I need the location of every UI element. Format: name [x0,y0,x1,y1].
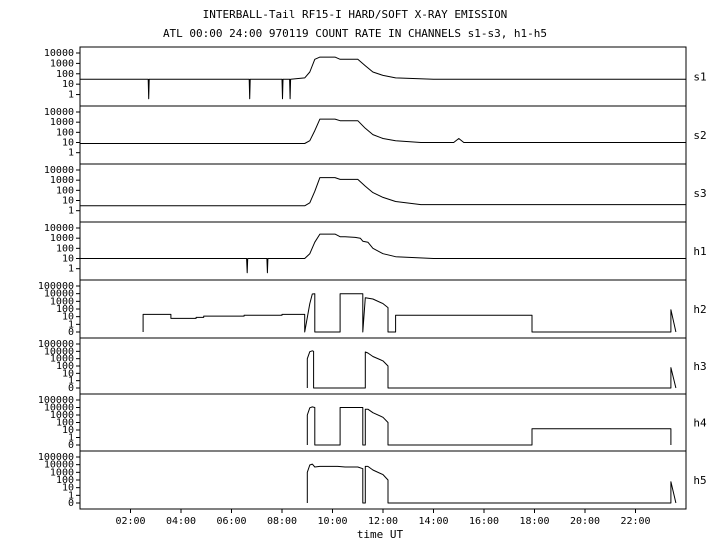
y-tick-label-h4-3: 100 [56,418,74,429]
trace-s1 [80,56,686,100]
y-tick-label-s1-2: 100 [56,69,74,80]
channel-label-h4: h4 [693,417,707,430]
channel-label-s1: s1 [693,71,706,84]
y-tick-label-h1-0: 1 [68,264,74,275]
y-tick-label-s1-3: 1000 [50,58,74,69]
x-tick-label-4: 10:00 [317,516,347,527]
y-tick-label-s3-1: 10 [62,196,74,207]
y-tick-label-h2-0: 0 [68,327,74,338]
x-tick-label-1: 04:00 [166,516,196,527]
panels: 110100100010000s1110100100010000s2110100… [38,46,707,510]
panel-frame-s2 [79,105,687,165]
y-tick-label-h5-6: 100000 [38,452,74,463]
x-tick-label-8: 18:00 [519,516,549,527]
trace-h3 [306,350,677,389]
chart-title: INTERBALL-Tail RF15-I HARD/SOFT X-RAY EM… [203,8,508,21]
y-tick-label-s2-3: 1000 [50,117,74,128]
panel-frame-s1 [79,46,687,107]
y-tick-label-h4-5: 10000 [44,403,74,414]
x-tick-label-9: 20:00 [570,516,600,527]
y-tick-label-s3-4: 10000 [44,165,74,176]
y-tick-label-h4-1: 1 [68,433,74,444]
y-tick-label-h2-6: 100000 [38,281,74,292]
channel-label-s2: s2 [693,129,706,142]
channel-label-h3: h3 [693,360,706,373]
y-tick-label-h1-1: 10 [62,254,74,265]
y-tick-label-h4-0: 0 [68,440,74,451]
y-tick-label-h4-6: 100000 [38,395,74,406]
y-tick-label-s2-1: 10 [62,138,74,149]
y-tick-label-h5-0: 0 [68,498,74,509]
y-tick-label-s3-0: 1 [68,206,74,217]
panel-frame-h3 [79,337,687,395]
trace-s2 [80,118,686,144]
y-tick-label-s3-3: 1000 [50,175,74,186]
panel-frame-h4 [79,393,687,452]
channel-label-h1: h1 [693,245,706,258]
trace-s3 [80,177,686,207]
y-tick-label-h3-5: 10000 [44,346,74,357]
panel-frame-h1 [79,221,687,281]
x-tick-label-5: 12:00 [368,516,398,527]
trace-h4 [306,406,672,446]
panel-frame-h5 [79,450,687,510]
y-tick-label-s3-2: 100 [56,185,74,196]
y-tick-label-h3-1: 1 [68,376,74,387]
trace-h1 [80,233,686,274]
y-tick-label-h5-4: 1000 [50,467,74,478]
channel-label-h2: h2 [693,303,706,316]
y-tick-label-h3-6: 100000 [38,339,74,350]
y-tick-label-h5-2: 10 [62,483,74,494]
y-tick-label-h1-2: 100 [56,243,74,254]
y-tick-label-h4-4: 1000 [50,410,74,421]
y-tick-label-h2-1: 1 [68,319,74,330]
x-axis: 02:00 04:00 06:00 08:00 10:00 12:00 14:00 16:00… [115,509,651,527]
y-tick-label-h2-3: 100 [56,304,74,315]
y-tick-label-h3-4: 1000 [50,354,74,365]
x-axis-label: time UT [357,528,404,541]
y-tick-label-h2-5: 10000 [44,289,74,300]
y-tick-label-h3-0: 0 [68,383,74,394]
x-tick-label-6: 14:00 [418,516,448,527]
x-tick-label-10: 22:00 [620,516,650,527]
trace-h2 [142,293,677,333]
y-tick-label-s1-0: 1 [68,90,74,101]
x-tick-label-7: 16:00 [469,516,499,527]
channel-label-s3: s3 [693,187,706,200]
channel-label-h5: h5 [693,474,706,487]
trace-h5 [306,463,677,504]
y-tick-label-h5-5: 10000 [44,460,74,471]
y-tick-label-h1-3: 1000 [50,233,74,244]
x-tick-label-0: 02:00 [115,516,145,527]
x-tick-label-3: 08:00 [267,516,297,527]
x-tick-label-2: 06:00 [216,516,246,527]
y-tick-label-s1-4: 10000 [44,48,74,59]
panel-frame-h2 [79,279,687,339]
y-tick-label-h5-3: 100 [56,475,74,486]
y-tick-label-h2-4: 1000 [50,296,74,307]
y-tick-label-h2-2: 10 [62,312,74,323]
y-tick-label-h5-1: 1 [68,490,74,501]
chart-subtitle: ATL 00:00 24:00 970119 COUNT RATE IN CHA… [163,27,547,40]
y-tick-label-h4-2: 10 [62,425,74,436]
y-tick-label-s1-1: 10 [62,79,74,90]
y-tick-label-h3-3: 100 [56,361,74,372]
y-tick-label-s2-4: 10000 [44,107,74,118]
y-tick-label-h1-4: 10000 [44,223,74,234]
y-tick-label-s2-2: 100 [56,127,74,138]
y-tick-label-h3-2: 10 [62,368,74,379]
y-tick-label-s2-0: 1 [68,148,74,159]
panel-frame-s3 [79,163,687,223]
